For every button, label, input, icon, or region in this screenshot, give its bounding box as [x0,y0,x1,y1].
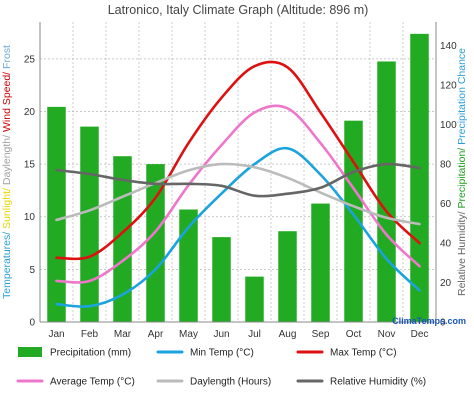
right-tick-label: 60 [440,199,452,210]
min-temp-c-line [55,146,421,308]
legend-label: Max Temp (°C) [330,348,397,359]
month-label: Nov [378,329,396,340]
precipitation-bar [80,126,99,323]
month-label: Feb [81,329,99,340]
precipitation-bar [278,231,297,322]
precipitation-bar [377,61,396,322]
left-tick-label: 25 [24,54,36,65]
daylength-hours-line [55,162,421,226]
axis-title-part: Precipitation/ [456,145,468,209]
relative-humidity-line [55,162,421,198]
left-tick-label: 10 [24,212,36,223]
legend-swatch-bar [18,347,42,357]
axis-title-part: Relative Humidity/ [456,208,468,296]
right-tick-label: 100 [440,120,457,131]
left-tick-label: 0 [29,318,35,329]
axis-title-part: Temperatures/ [1,229,13,299]
legend: Precipitation (mm) Min Temp (°C) Max Temp … [16,347,426,388]
axes-layer: 0 5 10 15 20 25 0 20 40 60 80 100 120 140 Jan Feb Mar Apr… [24,22,457,340]
right-tick-label: 40 [440,239,452,250]
axis-title-part: Precipitation Chance [456,48,468,145]
month-label: Mar [114,329,132,340]
precipitation-bar [47,106,66,322]
left-tick-label: 5 [29,265,35,276]
right-tick-label: 20 [440,278,452,289]
month-label: Oct [346,329,362,340]
left-tick-label: 15 [24,160,36,171]
max-temp-c-line [55,60,421,261]
chart-title: Latronico, Italy Climate Graph (Altitude… [108,3,369,17]
left-axis-label: Temperatures/ Sunlight/ Daylength/ Wind … [1,45,13,299]
left-tick-label: 20 [24,107,36,118]
month-label: May [179,329,198,340]
month-label: Jun [213,329,229,340]
average-temp-c-line [55,104,421,284]
left-axis-title: Temperatures/ Sunlight/ Daylength/ Wind … [1,45,13,299]
month-label: Apr [148,329,164,340]
legend-label: Min Temp (°C) [190,348,254,359]
legend-label: Daylength (Hours) [190,377,271,388]
precipitation-bar [245,276,264,322]
right-tick-label: 140 [440,41,457,52]
lines-layer [55,60,421,308]
axis-title-part: Wind Speed/ [1,69,13,132]
month-label: Dec [411,329,429,340]
right-tick-label: 0 [440,318,446,329]
precipitation-bar [311,203,330,322]
month-label: Sep [312,329,330,340]
precipitation-bar [410,33,429,323]
right-axis-title: Relative Humidity/ Precipitation/ Precip… [456,48,468,296]
precipitation-bar [212,237,231,322]
axis-title-part: Frost [1,45,13,69]
legend-label: Precipitation (mm) [50,348,131,359]
month-label: Jul [248,329,261,340]
month-label: Aug [279,329,297,340]
month-label: Jan [48,329,64,340]
right-tick-label: 80 [440,160,452,171]
legend-label: Relative Humidity (%) [330,377,426,388]
legend-label: Average Temp (°C) [50,377,135,388]
right-axis-label: Relative Humidity/ Precipitation/ Precip… [456,48,468,296]
axis-title-part: Daylength/ [1,132,13,185]
axis-title-part: Sunlight/ [1,185,13,229]
precipitation-bar [179,209,198,322]
watermark: ClimaTemps.com [392,316,466,326]
right-tick-label: 120 [440,81,457,92]
